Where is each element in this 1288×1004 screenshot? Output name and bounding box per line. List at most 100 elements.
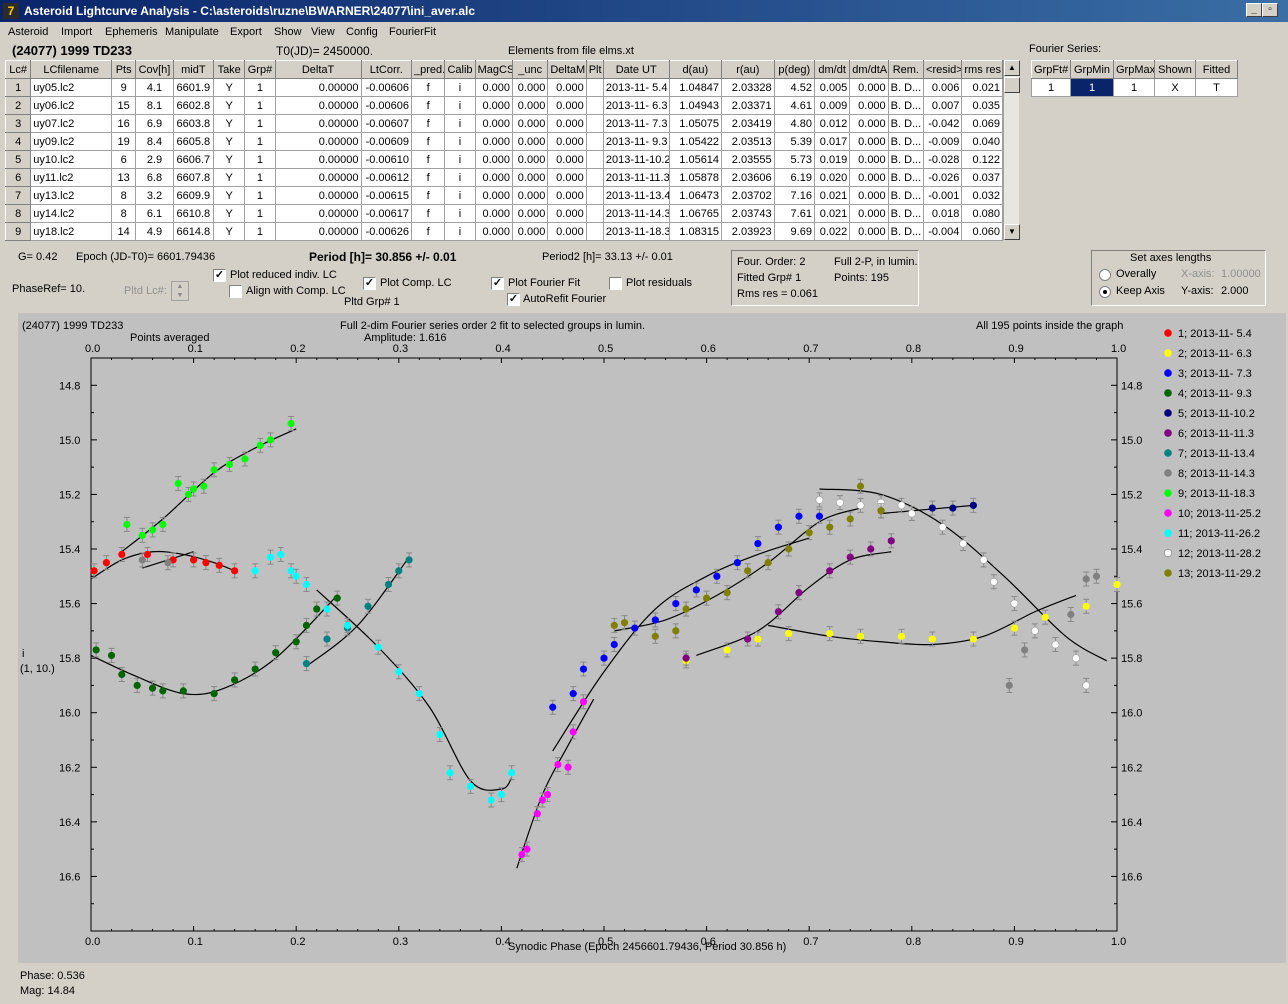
lightcurve-graph[interactable]: 0.0 0.0 0.1 0.1 0.2 0.2 0.3 0.3 0.4 0.4 0.5 0.5 0.6 0… — [18, 313, 1286, 963]
table-cell[interactable]: 0.021 — [813, 204, 851, 223]
table-cell[interactable]: 1 — [244, 204, 276, 223]
table-cell[interactable]: 2013-11- 7.3 — [602, 114, 670, 133]
table-cell[interactable]: 0.000 — [511, 204, 549, 223]
table-cell[interactable]: 0.000 — [547, 96, 587, 115]
table-cell[interactable]: 0.000 — [474, 96, 513, 115]
table-cell[interactable]: 0.00000 — [274, 96, 362, 115]
table-cell[interactable]: -0.026 — [923, 168, 963, 187]
column-header[interactable]: Rem. — [887, 60, 925, 79]
table-cell[interactable]: i — [444, 168, 476, 187]
row-header[interactable]: 1 — [4, 78, 32, 97]
table-cell[interactable]: 6606.7 — [172, 150, 215, 169]
fourier-column-header[interactable]: GrpMax — [1113, 60, 1155, 79]
table-cell[interactable]: 4.80 — [773, 114, 815, 133]
table-row[interactable]: 7 uy13.lc2 8 3.2 6609.9 Y 1 0.00000 -0.00615 f i 0.… — [4, 186, 1003, 205]
table-cell[interactable]: 1.06473 — [668, 186, 723, 205]
table-scrollbar[interactable]: ▲ ▼ — [1003, 60, 1020, 240]
table-cell[interactable]: -0.00612 — [360, 168, 412, 187]
table-cell[interactable]: 2013-11-11.3 — [602, 168, 670, 187]
row-header[interactable]: 7 — [4, 186, 32, 205]
table-cell[interactable]: 4.1 — [135, 78, 174, 97]
table-cell[interactable]: 0.040 — [961, 132, 1003, 151]
table-cell[interactable]: 8 — [111, 204, 137, 223]
keep-axis-radio[interactable] — [1099, 286, 1111, 298]
menu-import[interactable]: Import — [61, 26, 93, 38]
pltd-lc-spinner[interactable]: ▲ ▼ — [171, 281, 189, 301]
graph-canvas[interactable]: 0.0 0.0 0.1 0.1 0.2 0.2 0.3 0.3 0.4 0.4 0.5 0.5 0.6 0… — [18, 313, 1286, 963]
table-cell[interactable]: i — [444, 186, 476, 205]
table-cell[interactable]: 0.00000 — [274, 150, 362, 169]
table-cell[interactable]: 3.2 — [135, 186, 174, 205]
table-cell[interactable]: 0.000 — [511, 114, 549, 133]
column-header[interactable]: Lc# — [4, 60, 32, 79]
table-cell[interactable]: 0.000 — [474, 132, 513, 151]
menu-view[interactable]: View — [311, 26, 335, 38]
column-header[interactable]: dm/dtA — [849, 60, 889, 79]
table-cell[interactable]: -0.00617 — [360, 204, 412, 223]
table-cell[interactable]: f — [410, 114, 446, 133]
table-cell[interactable]: Y — [213, 168, 246, 187]
table-cell[interactable]: 0.000 — [849, 168, 889, 187]
row-header[interactable]: 8 — [4, 204, 32, 223]
row-header[interactable]: 4 — [4, 132, 32, 151]
table-row[interactable]: 9 uy18.lc2 14 4.9 6614.8 Y 1 0.00000 -0.00626 f i 0… — [4, 222, 1003, 241]
table-cell[interactable]: i — [444, 150, 476, 169]
table-cell[interactable]: f — [410, 168, 446, 187]
table-cell[interactable]: 0.007 — [923, 96, 963, 115]
column-header[interactable]: Grp# — [244, 60, 276, 79]
table-cell[interactable]: 2.03702 — [721, 186, 775, 205]
table-cell[interactable]: 0.00000 — [274, 168, 362, 187]
table-cell[interactable]: 1 — [244, 114, 276, 133]
table-cell[interactable]: 0.000 — [547, 168, 587, 187]
table-row[interactable]: 5 uy10.lc2 6 2.9 6606.7 Y 1 0.00000 -0.00610 f i 0.… — [4, 150, 1003, 169]
table-row[interactable]: 8 uy14.lc2 8 6.1 6610.8 Y 1 0.00000 -0.00617 f i 0.… — [4, 204, 1003, 223]
table-cell[interactable]: 6609.9 — [172, 186, 215, 205]
table-cell[interactable]: 1.05614 — [668, 150, 723, 169]
table-cell[interactable]: i — [444, 132, 476, 151]
align-comp-checkbox[interactable] — [229, 285, 242, 298]
column-header[interactable]: rms res — [961, 60, 1003, 79]
fourier-column-header[interactable]: Shown — [1154, 60, 1196, 79]
fourier-column-header[interactable]: GrpMin — [1070, 60, 1114, 79]
table-cell[interactable]: 0.012 — [813, 114, 851, 133]
table-cell[interactable]: 6 — [111, 150, 137, 169]
table-cell[interactable]: B. D... — [887, 96, 925, 115]
table-cell[interactable]: 0.021 — [961, 78, 1003, 97]
table-cell[interactable]: 0.000 — [511, 132, 549, 151]
table-cell[interactable]: i — [444, 78, 476, 97]
table-cell[interactable]: B. D... — [887, 222, 925, 241]
table-cell[interactable]: 0.000 — [849, 114, 889, 133]
table-cell[interactable]: 2013-11-14.3 — [602, 204, 670, 223]
table-cell[interactable]: uy13.lc2 — [30, 186, 113, 205]
column-header[interactable]: DeltaT — [274, 60, 362, 79]
table-cell[interactable]: 0.00000 — [274, 78, 362, 97]
column-header[interactable]: Cov[h] — [135, 60, 174, 79]
table-cell[interactable]: Y — [213, 204, 246, 223]
table-cell[interactable]: 13 — [111, 168, 137, 187]
table-cell[interactable]: 1.04847 — [668, 78, 723, 97]
table-cell[interactable]: 0.021 — [813, 186, 851, 205]
table-cell[interactable]: 7.61 — [773, 204, 815, 223]
fourier-cell[interactable]: 1 — [1113, 78, 1155, 97]
table-cell[interactable]: -0.009 — [923, 132, 963, 151]
table-cell[interactable]: -0.00607 — [360, 114, 412, 133]
table-cell[interactable]: 0.006 — [923, 78, 963, 97]
table-cell[interactable] — [585, 96, 604, 115]
table-cell[interactable]: Y — [213, 96, 246, 115]
table-cell[interactable]: i — [444, 204, 476, 223]
table-cell[interactable]: 0.000 — [511, 222, 549, 241]
table-cell[interactable]: 6.1 — [135, 204, 174, 223]
scroll-down-icon[interactable]: ▼ — [1004, 224, 1020, 240]
table-cell[interactable]: 6.9 — [135, 114, 174, 133]
table-cell[interactable]: B. D... — [887, 204, 925, 223]
column-header[interactable]: Pts — [111, 60, 137, 79]
plot-comp-checkbox[interactable]: ✓ — [363, 277, 376, 290]
table-cell[interactable] — [585, 150, 604, 169]
fourier-cell[interactable]: X — [1154, 78, 1196, 97]
table-row[interactable]: 1 uy05.lc2 9 4.1 6601.9 Y 1 0.00000 -0.00606 f i 0.… — [4, 78, 1003, 97]
table-cell[interactable]: B. D... — [887, 186, 925, 205]
table-cell[interactable]: 0.080 — [961, 204, 1003, 223]
table-cell[interactable]: 0.000 — [849, 132, 889, 151]
table-cell[interactable]: 1 — [244, 186, 276, 205]
table-cell[interactable]: -0.004 — [923, 222, 963, 241]
